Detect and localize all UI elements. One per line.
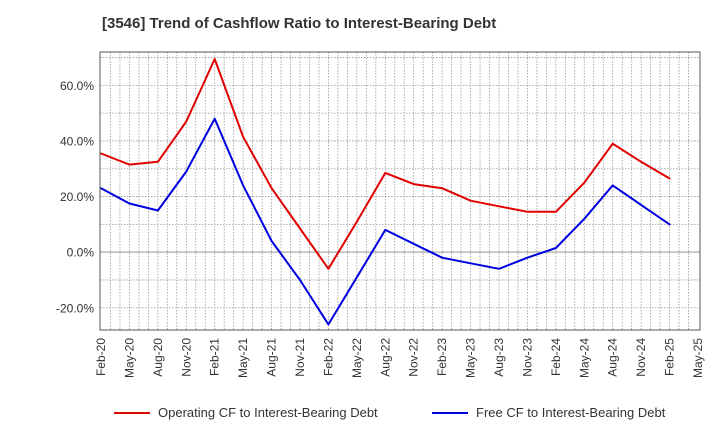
grid-layer [100,52,700,330]
legend-label-operating-cf: Operating CF to Interest-Bearing Debt [158,405,378,420]
x-tick-label: May-21 [236,338,250,378]
y-tick-label: 20.0% [60,190,94,204]
legend-swatch-free-cf [432,411,468,414]
x-tick-label: Feb-25 [663,338,677,376]
x-tick-label: Nov-20 [179,338,193,377]
x-tick-label: Feb-22 [321,338,335,376]
y-tick-label: 60.0% [60,79,94,93]
series-line-free-cf [100,117,671,326]
x-tick-label: May-24 [577,338,591,378]
x-tick-label: Nov-22 [407,338,421,377]
y-tick-label: 0.0% [67,246,95,260]
legend: Operating CF to Interest-Bearing Debt Fr… [0,405,720,425]
y-tick-label: 40.0% [60,134,94,148]
plot-frame [99,51,701,331]
x-tick-label: May-23 [464,338,478,378]
legend-swatch-operating-cf [114,411,150,414]
x-tick-label: Feb-23 [435,338,449,376]
x-tick-label: May-25 [691,338,705,378]
legend-item-free-cf: Free CF to Interest-Bearing Debt [432,405,665,420]
x-tick-labels: Feb-20 May-20 Aug-20 Nov-20 Feb-21 May-21 Aug-… [94,338,705,378]
legend-label-free-cf: Free CF to Interest-Bearing Debt [476,405,666,420]
series-line-operating-cf [100,58,671,270]
x-tick-label: May-20 [122,338,136,378]
x-tick-label: Nov-24 [634,338,648,377]
x-tick-label: Feb-21 [208,338,222,376]
x-tick-label: Aug-21 [265,338,279,377]
x-tick-label: Aug-22 [378,338,392,377]
x-tick-label: Aug-23 [492,338,506,377]
x-tick-label: Feb-24 [549,338,563,376]
x-tick-label: Nov-21 [293,338,307,377]
x-tick-label: Nov-23 [520,338,534,377]
y-tick-labels: -20.0% 0.0% 20.0% 40.0% 60.0% [56,79,94,315]
x-tick-label: Aug-24 [606,338,620,377]
x-tick-label: Aug-20 [151,338,165,377]
legend-item-operating-cf: Operating CF to Interest-Bearing Debt [114,405,378,420]
x-tick-label: Feb-20 [94,338,108,376]
y-tick-label: -20.0% [56,301,94,315]
chart-title: [3546] Trend of Cashflow Ratio to Intere… [102,15,497,32]
x-tick-label: May-22 [350,338,364,378]
series-layer [100,58,671,326]
